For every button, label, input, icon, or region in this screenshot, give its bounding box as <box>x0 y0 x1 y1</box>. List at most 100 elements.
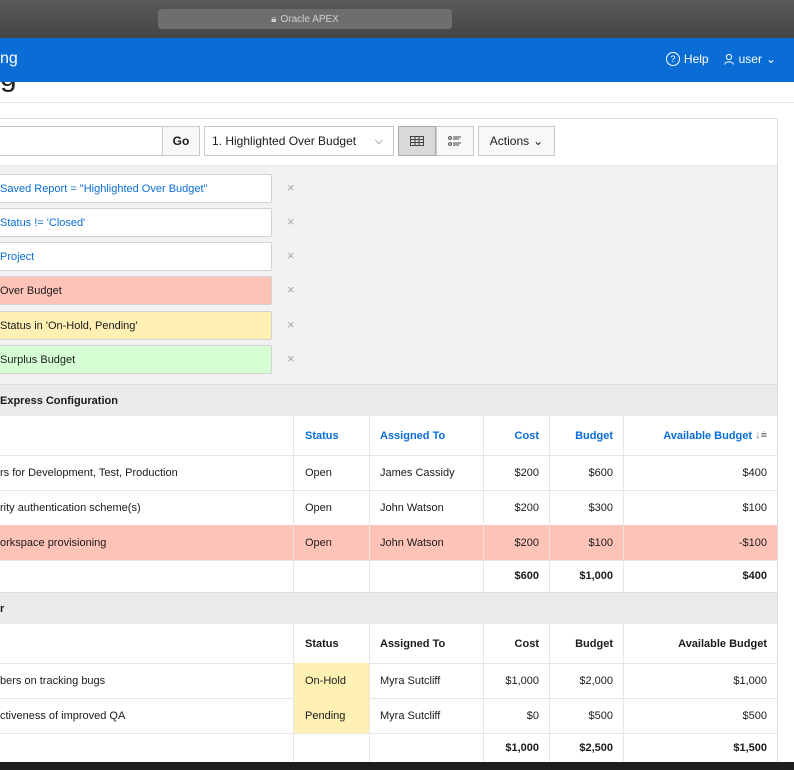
help-icon: ? <box>665 52 680 66</box>
filter-panel: Saved Report = "Highlighted Over Budget"… <box>0 166 777 384</box>
totals-row: $1,000 $2,500 $1,500 <box>0 733 777 763</box>
total-cost: $600 <box>484 560 550 592</box>
task-cell: ctiveness of improved QA <box>0 698 294 733</box>
page-title: g <box>0 82 17 94</box>
column-header-cost[interactable]: Cost <box>484 624 550 663</box>
chevron-down-icon: ⌄ <box>765 52 776 66</box>
total-available: $1,500 <box>733 742 767 754</box>
group-header: r <box>0 592 777 624</box>
help-label: Help <box>683 52 709 66</box>
table-row: bers on tracking bugs On-Hold Myra Sutcl… <box>0 663 777 699</box>
chevron-down-icon: ⌄ <box>533 134 544 148</box>
help-menu[interactable]: ? Help <box>665 52 709 66</box>
user-menu[interactable]: user ⌄ <box>723 52 776 66</box>
actions-label: Actions <box>489 134 530 148</box>
available-cell: $500 <box>742 709 767 722</box>
filter-label: Saved Report = "Highlighted Over Budget" <box>0 182 208 195</box>
close-icon[interactable]: × <box>287 282 295 297</box>
actions-menu-button[interactable]: Actions ⌄ <box>478 126 555 156</box>
total-cost: $1,000 <box>484 733 550 763</box>
filter-label: Surplus Budget <box>0 353 76 366</box>
go-button[interactable]: Go <box>162 126 200 156</box>
budget-cell: $600 <box>550 455 624 490</box>
task-cell: rity authentication scheme(s) <box>0 490 294 525</box>
totals-row: $600 $1,000 $400 <box>0 560 777 593</box>
column-header-task[interactable] <box>0 416 294 455</box>
assigned-cell: James Cassidy <box>370 455 484 490</box>
column-header-cost[interactable]: Cost <box>484 416 550 455</box>
column-header-row: Status Assigned To Cost Budget Available… <box>0 624 777 664</box>
user-label: user <box>738 52 762 66</box>
column-header-available[interactable]: Available Budget <box>678 637 767 650</box>
column-header-assigned[interactable]: Assigned To <box>370 416 484 455</box>
filter-status-onhold-pending[interactable]: Status in 'On-Hold, Pending' <box>0 311 272 340</box>
assigned-cell: John Watson <box>370 525 484 560</box>
filter-saved-report[interactable]: Saved Report = "Highlighted Over Budget" <box>0 174 272 203</box>
total-budget: $1,000 <box>550 560 624 592</box>
column-header-budget[interactable]: Budget <box>550 416 624 455</box>
window-bottom-edge <box>0 762 794 770</box>
cost-cell: $0 <box>484 698 550 733</box>
interactive-report: Go 1. Highlighted Over Budget ⌵ Actions … <box>0 118 778 764</box>
task-cell: bers on tracking bugs <box>0 663 294 698</box>
status-cell: On-Hold <box>294 663 370 698</box>
task-cell <box>0 560 294 592</box>
cost-cell: $200 <box>484 525 550 560</box>
address-bar[interactable]: 🔒︎ Oracle APEX <box>158 9 452 29</box>
close-icon[interactable]: × <box>287 214 295 229</box>
status-cell: Open <box>294 525 370 560</box>
filter-label: Status != 'Closed' <box>0 216 86 229</box>
filter-over-budget[interactable]: Over Budget <box>0 276 272 305</box>
address-bar-text: Oracle APEX <box>280 13 339 25</box>
grid-icon <box>410 136 424 146</box>
user-icon <box>723 53 734 65</box>
group-header: Express Configuration <box>0 384 777 416</box>
budget-cell: $500 <box>550 698 624 733</box>
available-cell: $400 <box>742 466 767 479</box>
available-cell: $1,000 <box>733 674 767 687</box>
status-cell: Pending <box>294 698 370 733</box>
assigned-cell <box>370 733 484 763</box>
app-title[interactable]: ng <box>0 50 18 67</box>
sort-desc-icon: ↓⩧ <box>755 429 767 441</box>
detail-view-button[interactable] <box>436 126 474 156</box>
column-header-row: Status Assigned To Cost Budget Available… <box>0 416 777 456</box>
filter-status[interactable]: Status != 'Closed' <box>0 208 272 237</box>
task-cell: orkspace provisioning <box>0 525 294 560</box>
close-icon[interactable]: × <box>287 317 295 332</box>
close-icon[interactable]: × <box>287 180 295 195</box>
close-icon[interactable]: × <box>287 248 295 263</box>
filter-label: Status in 'On-Hold, Pending' <box>0 319 138 332</box>
close-icon[interactable]: × <box>287 351 295 366</box>
table-row-over-budget: orkspace provisioning Open John Watson $… <box>0 525 777 561</box>
cost-cell: $200 <box>484 490 550 525</box>
chevron-down-icon: ⌵ <box>374 135 383 147</box>
saved-report-value: 1. Highlighted Over Budget <box>212 134 357 148</box>
assigned-cell: John Watson <box>370 490 484 525</box>
available-cell: $100 <box>742 501 767 514</box>
browser-chrome: 🔒︎ Oracle APEX <box>0 0 794 38</box>
total-available: $400 <box>742 570 767 582</box>
filter-surplus-budget[interactable]: Surplus Budget <box>0 345 272 374</box>
column-header-available[interactable]: Available Budget ↓⩧ <box>624 416 777 455</box>
budget-cell: $100 <box>550 525 624 560</box>
column-header-assigned[interactable]: Assigned To <box>370 624 484 663</box>
saved-report-select[interactable]: 1. Highlighted Over Budget ⌵ <box>204 126 394 156</box>
column-header-label: Available Budget <box>663 429 753 442</box>
assigned-cell: Myra Sutcliff <box>370 698 484 733</box>
task-cell: rs for Development, Test, Production <box>0 455 294 490</box>
detail-list-icon <box>448 136 461 146</box>
filter-project[interactable]: Project <box>0 242 272 271</box>
search-input[interactable] <box>0 126 163 156</box>
column-header-task[interactable] <box>0 624 294 663</box>
lock-icon: 🔒︎ <box>271 13 277 25</box>
group-title: Express Configuration <box>0 394 118 407</box>
group-title: r <box>0 602 5 615</box>
status-cell <box>294 733 370 763</box>
cost-cell: $200 <box>484 455 550 490</box>
column-header-budget[interactable]: Budget <box>550 624 624 663</box>
column-header-status[interactable]: Status <box>294 416 370 455</box>
table-row: rity authentication scheme(s) Open John … <box>0 490 777 526</box>
grid-view-button[interactable] <box>398 126 436 156</box>
column-header-status[interactable]: Status <box>294 624 370 663</box>
